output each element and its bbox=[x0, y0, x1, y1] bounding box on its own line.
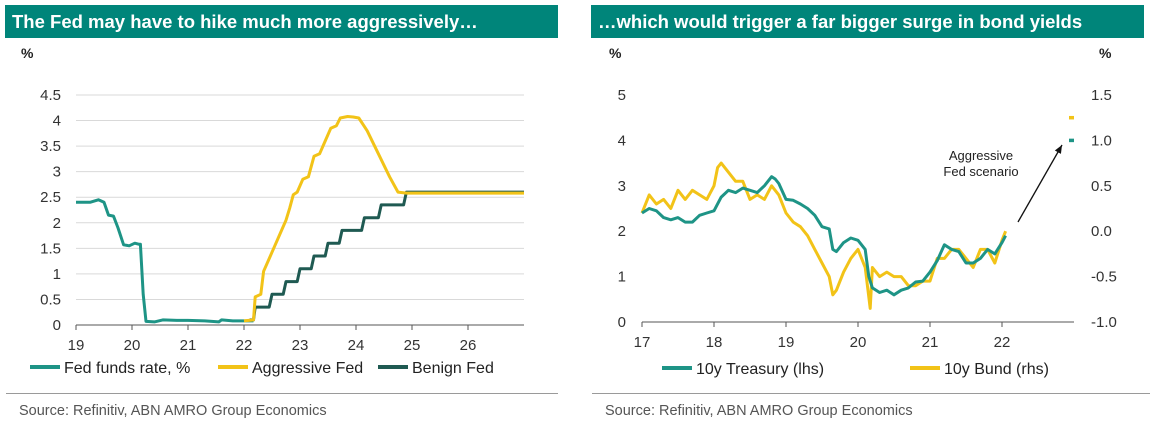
x-tick-label: 22 bbox=[994, 334, 1011, 351]
annotation-arrow bbox=[1017, 144, 1063, 223]
chart-bond-yields: % % 0 1 2 3 4 5 -1.0 -0.5 0.0 0.5 1.0 1.5 17 18 19 20 21 22… bbox=[609, 45, 1117, 378]
x-tick-label: 17 bbox=[634, 334, 651, 351]
legend-label: Aggressive Fed bbox=[252, 360, 363, 377]
y-tick-label: 0.5 bbox=[40, 291, 61, 308]
y-tick-label: 4 bbox=[53, 113, 61, 130]
x-tick-label: 19 bbox=[68, 337, 85, 354]
y-tick-label: 3 bbox=[53, 164, 61, 181]
x-tick-label: 18 bbox=[706, 334, 723, 351]
x-tick-label: 20 bbox=[850, 334, 867, 351]
x-tick-label: 22 bbox=[236, 337, 253, 354]
y-tick-label: 2.5 bbox=[40, 189, 61, 206]
y-tick-label-left: 3 bbox=[618, 178, 626, 195]
y-tick-label-left: 0 bbox=[618, 314, 626, 331]
y-tick-label-left: 2 bbox=[618, 223, 626, 240]
x-tick-label: 24 bbox=[348, 337, 365, 354]
x-tick-label: 20 bbox=[124, 337, 141, 354]
y-axis-unit: % bbox=[21, 45, 34, 61]
legend-label: 10y Treasury (lhs) bbox=[696, 361, 824, 378]
annotation-text: Fed scenario bbox=[943, 164, 1018, 179]
y-tick-label: 0 bbox=[53, 317, 61, 334]
y-axis-unit-left: % bbox=[609, 45, 622, 61]
source-divider bbox=[592, 393, 1150, 394]
legend-label: 10y Bund (rhs) bbox=[944, 361, 1049, 378]
annotation-arrowhead bbox=[1054, 145, 1062, 154]
y-axis-unit-right: % bbox=[1099, 45, 1112, 61]
x-tick-label: 25 bbox=[404, 337, 421, 354]
legend-label: Benign Fed bbox=[412, 360, 494, 377]
y-tick-label-left: 5 bbox=[618, 87, 626, 104]
y-tick-label-right: -1.0 bbox=[1091, 314, 1117, 331]
annotation-text: Aggressive bbox=[949, 148, 1013, 163]
series-line-benign-fed bbox=[249, 190, 524, 322]
chart-title: The Fed may have to hike much more aggre… bbox=[5, 5, 558, 38]
chart-fed-rates: % 0 0.5 1 1.5 2 2.5 3 3.5 4 4.5 19 20 21 22 23 24 25 26 Fed… bbox=[21, 45, 524, 377]
source-divider bbox=[6, 393, 558, 394]
y-tick-label-left: 4 bbox=[618, 132, 626, 149]
series-line-fed-funds-rate bbox=[76, 198, 254, 324]
series-line-aggressive-fed bbox=[243, 115, 524, 323]
source-text: Source: Refinitiv, ABN AMRO Group Econom… bbox=[19, 403, 327, 419]
y-tick-label-right: 1.5 bbox=[1091, 87, 1112, 104]
y-tick-label-right: 0.5 bbox=[1091, 178, 1112, 195]
x-tick-label: 23 bbox=[292, 337, 309, 354]
x-tick-label: 26 bbox=[460, 337, 477, 354]
x-tick-label: 21 bbox=[180, 337, 197, 354]
y-tick-label: 1 bbox=[53, 266, 61, 283]
y-tick-label: 2 bbox=[53, 215, 61, 232]
y-tick-label-right: 1.0 bbox=[1091, 132, 1112, 149]
y-tick-label-right: -0.5 bbox=[1091, 269, 1117, 286]
y-tick-label-right: 0.0 bbox=[1091, 223, 1112, 240]
y-tick-label-left: 1 bbox=[618, 269, 626, 286]
source-text: Source: Refinitiv, ABN AMRO Group Econom… bbox=[605, 403, 913, 419]
y-tick-label: 4.5 bbox=[40, 87, 61, 104]
legend-label: Fed funds rate, % bbox=[64, 360, 190, 377]
series-line-10y-bund-rhs bbox=[640, 161, 1007, 310]
chart-title: …which would trigger a far bigger surge … bbox=[591, 5, 1144, 38]
y-tick-label: 3.5 bbox=[40, 138, 61, 155]
chart-panel-yields: …which would trigger a far bigger surge … bbox=[586, 0, 1150, 428]
x-tick-label: 19 bbox=[778, 334, 795, 351]
chart-panel-fed: The Fed may have to hike much more aggre… bbox=[0, 0, 558, 428]
y-tick-label: 1.5 bbox=[40, 240, 61, 257]
series-line-10y-treasury-lhs bbox=[641, 175, 1007, 297]
x-tick-label: 21 bbox=[922, 334, 939, 351]
